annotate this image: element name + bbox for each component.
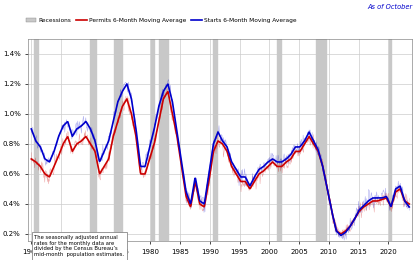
Bar xyxy=(389,39,391,242)
Bar xyxy=(90,39,96,242)
Bar xyxy=(34,39,38,242)
Bar xyxy=(151,39,154,242)
Bar xyxy=(159,39,168,242)
Bar xyxy=(316,39,326,242)
Bar xyxy=(114,39,122,242)
Bar xyxy=(213,39,217,242)
Legend: Recessions, Permits 6-Month Moving Average, Starts 6-Month Moving Average: Recessions, Permits 6-Month Moving Avera… xyxy=(24,15,299,25)
Text: As of October: As of October xyxy=(368,4,413,10)
Bar xyxy=(276,39,281,242)
Text: The seasonally adjusted annual
rates for the monthly data are
divided by the Cen: The seasonally adjusted annual rates for… xyxy=(34,235,124,257)
